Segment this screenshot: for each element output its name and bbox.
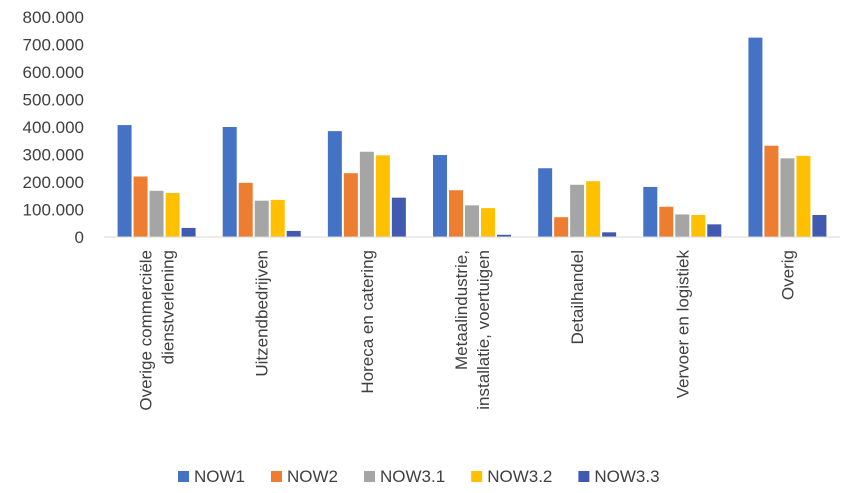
bar-now3-3 bbox=[812, 215, 827, 237]
legend-label: NOW3.3 bbox=[594, 467, 659, 486]
y-tick-label: 700.000 bbox=[23, 36, 84, 55]
bar-now1 bbox=[433, 155, 447, 237]
x-category-label: Uitzendbedrijven bbox=[253, 250, 272, 377]
bar-now1 bbox=[748, 37, 763, 237]
bar-now2 bbox=[764, 145, 779, 237]
bar-now2 bbox=[554, 217, 569, 237]
legend-label: NOW3.1 bbox=[380, 467, 445, 486]
legend-swatch bbox=[271, 471, 282, 482]
bar-now1 bbox=[222, 127, 237, 237]
bar-now3-1 bbox=[780, 158, 795, 237]
legend-swatch bbox=[178, 471, 189, 482]
bar-now1 bbox=[538, 168, 553, 237]
y-tick-label: 200.000 bbox=[23, 173, 84, 192]
bar-now3-3 bbox=[602, 232, 617, 237]
bar-now2 bbox=[133, 176, 148, 237]
bar-now3-2 bbox=[586, 181, 601, 237]
legend-swatch bbox=[471, 471, 483, 482]
bar-now1 bbox=[327, 131, 342, 237]
legend-label: NOW1 bbox=[194, 467, 245, 486]
x-category-label: Detailhandel bbox=[568, 250, 587, 345]
bar-now3-1 bbox=[359, 151, 374, 237]
bar-now3-1 bbox=[465, 205, 479, 237]
y-tick-label: 800.000 bbox=[23, 8, 84, 27]
bar-now1 bbox=[117, 125, 132, 237]
bar-now2 bbox=[449, 190, 463, 237]
bar-now3-1 bbox=[675, 214, 690, 237]
y-tick-label: 300.000 bbox=[23, 146, 84, 165]
legend-swatch bbox=[578, 471, 590, 482]
bar-now2 bbox=[238, 182, 253, 237]
bar-now2 bbox=[659, 206, 674, 237]
bar-now2 bbox=[343, 173, 358, 237]
y-tick-label: 0 bbox=[75, 228, 84, 247]
y-axis: 0 100.000 200.000 300.000 400.000 500.000 600.… bbox=[23, 8, 84, 247]
bar-now1 bbox=[643, 186, 658, 237]
bar-now3-1 bbox=[149, 190, 164, 237]
legend-label: NOW2 bbox=[287, 467, 338, 486]
x-category-label: dienstverlening bbox=[159, 250, 178, 364]
legend-label: NOW3.2 bbox=[487, 467, 552, 486]
bar-now3-3 bbox=[497, 234, 511, 237]
y-tick-label: 400.000 bbox=[23, 118, 84, 137]
bar-now3-3 bbox=[286, 230, 301, 237]
legend-swatch bbox=[364, 471, 375, 482]
bar-now3-2 bbox=[691, 215, 706, 237]
y-tick-label: 500.000 bbox=[23, 91, 84, 110]
bar-now3-2 bbox=[375, 155, 390, 237]
bar-now3-2 bbox=[796, 155, 811, 237]
x-category-label: Vervoer en logistiek bbox=[673, 250, 692, 399]
bar-now3-2 bbox=[481, 208, 495, 237]
bar-now3-2 bbox=[165, 193, 180, 237]
bar-now3-3 bbox=[707, 224, 722, 237]
y-tick-label: 600.000 bbox=[23, 63, 84, 82]
y-tick-label: 100.000 bbox=[23, 201, 84, 220]
legend: NOW1 NOW2 NOW3.1 NOW3.2 NOW3.3 bbox=[178, 467, 660, 486]
x-category-label: Overig bbox=[778, 250, 797, 300]
x-axis-labels: Overige commerciële dienstverlening Uitzen… bbox=[137, 250, 798, 411]
x-category-label: Horeca en catering bbox=[358, 250, 377, 394]
bar-now3-3 bbox=[391, 197, 406, 237]
bars bbox=[117, 37, 827, 237]
x-category-label: Overige commerciële bbox=[137, 250, 156, 411]
bar-now3-1 bbox=[254, 200, 269, 237]
x-category-label: Metaalindustrie, bbox=[452, 250, 471, 370]
bar-now3-1 bbox=[570, 184, 585, 237]
bar-now3-3 bbox=[181, 227, 196, 237]
bar-now3-2 bbox=[270, 199, 285, 237]
x-category-label: installatie, voertuigen bbox=[474, 250, 493, 410]
